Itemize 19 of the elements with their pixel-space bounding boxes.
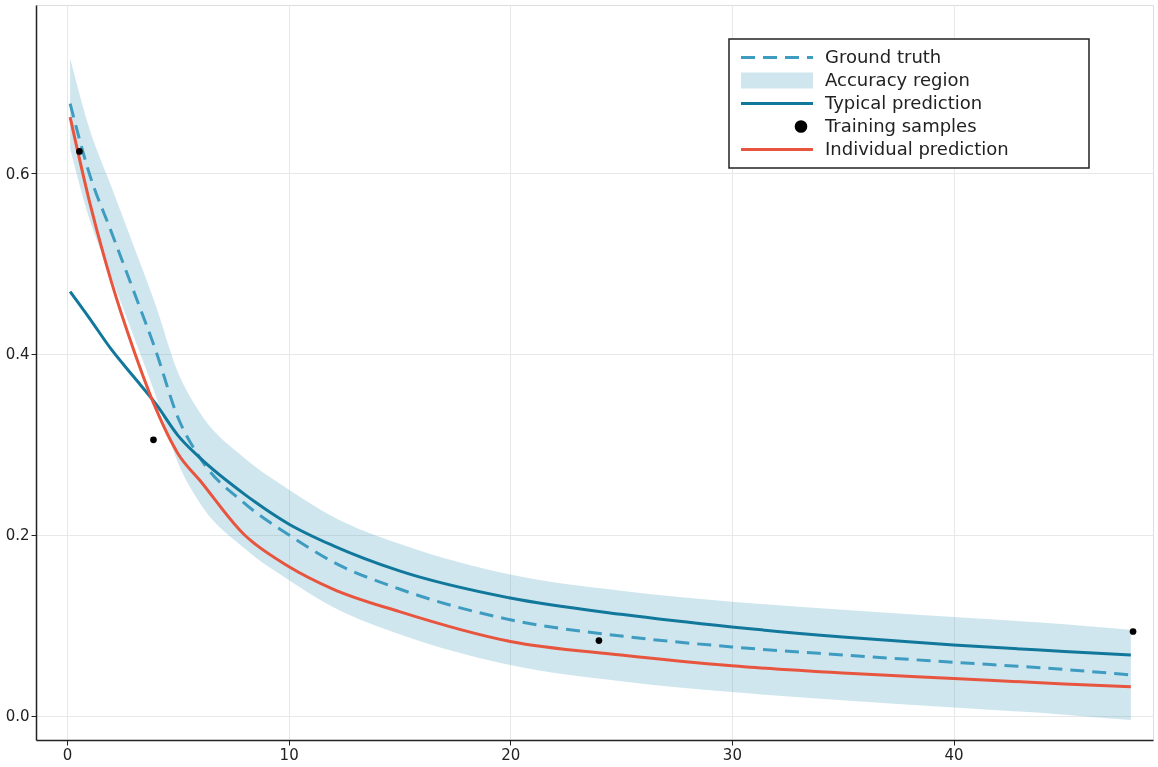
legend-label: Ground truth — [825, 45, 942, 67]
x-tick-label: 40 — [944, 745, 964, 764]
x-tick-label: 30 — [722, 745, 742, 764]
legend-label: Typical prediction — [824, 91, 983, 113]
point — [76, 148, 83, 155]
line-series — [68, 290, 1133, 657]
y-tick-label: 0.2 — [5, 526, 30, 545]
legend-label: Individual prediction — [825, 137, 1009, 159]
point — [595, 637, 603, 644]
point — [150, 436, 157, 444]
x-tick-label: 20 — [501, 745, 521, 764]
annotation: Accuracy region — [825, 68, 970, 90]
legend-label: Training samples — [824, 114, 977, 136]
x-tick-label: 10 — [279, 745, 299, 764]
point — [1129, 628, 1137, 635]
y-tick-label: 0.4 — [5, 345, 30, 364]
x-tick-label: 0 — [62, 745, 73, 764]
y-tick-label: 0.6 — [5, 164, 30, 183]
y-tick-label: 0.0 — [5, 707, 30, 726]
